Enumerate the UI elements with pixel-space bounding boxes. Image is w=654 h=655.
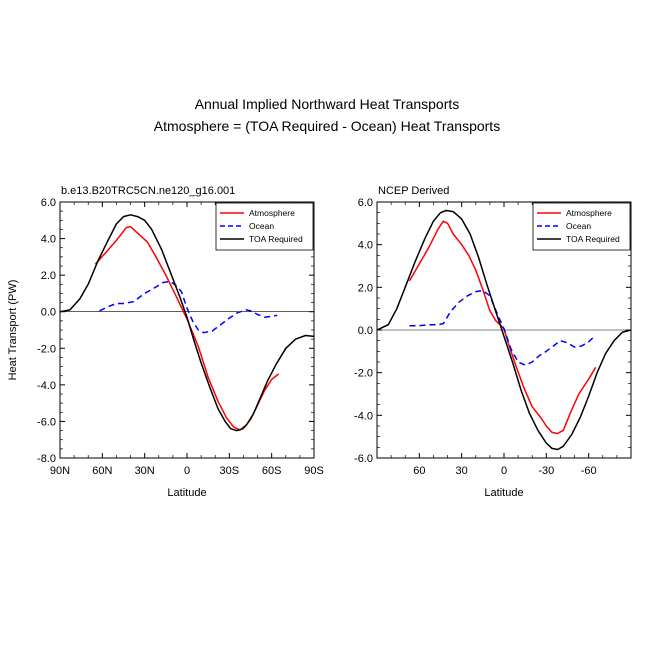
y-tick-label: 4.0 [358, 240, 373, 252]
legend-label: TOA Required [566, 234, 620, 244]
x-tick-label: 0 [501, 465, 507, 477]
x-tick-label: 60N [92, 465, 112, 477]
x-axis-label: Latitude [484, 487, 523, 499]
x-tick-label: 30 [456, 465, 468, 477]
y-axis-label: Heat Transport (PW) [7, 280, 19, 381]
y-tick-label: -6.0 [37, 416, 56, 428]
y-tick-label: -2.0 [37, 343, 56, 355]
y-tick-label: -2.0 [354, 368, 373, 380]
y-tick-label: 2.0 [358, 282, 373, 294]
x-axis-label: Latitude [167, 487, 206, 499]
x-tick-label: 60S [262, 465, 282, 477]
legend-label: Atmosphere [566, 208, 612, 218]
y-tick-label: -4.0 [37, 380, 56, 392]
y-tick-label: -4.0 [354, 410, 373, 422]
chart-subtitle: Atmosphere = (TOA Required - Ocean) Heat… [153, 118, 501, 134]
y-tick-label: 6.0 [41, 197, 56, 209]
x-tick-label: 30N [135, 465, 155, 477]
y-tick-label: 4.0 [41, 234, 56, 246]
x-tick-label: 90N [50, 465, 70, 477]
x-tick-label: 0 [184, 465, 190, 477]
legend-label: Ocean [566, 221, 591, 231]
legend-label: Atmosphere [249, 208, 295, 218]
chart-title: Annual Implied Northward Heat Transports [194, 96, 460, 112]
legend-label: TOA Required [249, 234, 303, 244]
series-line-ocean [409, 289, 597, 366]
x-tick-label: 90S [304, 465, 324, 477]
x-tick-label: 60 [413, 465, 425, 477]
y-tick-label: -6.0 [354, 453, 373, 465]
legend-label: Ocean [249, 221, 274, 231]
y-tick-label: 0.0 [41, 307, 56, 319]
x-tick-label: -30 [538, 465, 554, 477]
series-line-toa-required [376, 209, 632, 451]
series-line-toa-required [59, 214, 315, 432]
panel-title: NCEP Derived [378, 185, 449, 197]
y-tick-label: 6.0 [358, 197, 373, 209]
series-line-atmosphere [94, 225, 280, 431]
x-tick-label: 30S [220, 465, 240, 477]
panel-title: b.e13.B20TRC5CN.ne120_g16.001 [61, 185, 235, 197]
y-tick-label: -8.0 [37, 453, 56, 465]
series-line-ocean [99, 280, 278, 334]
y-tick-label: 0.0 [358, 325, 373, 337]
y-tick-label: 2.0 [41, 270, 56, 282]
x-tick-label: -60 [581, 465, 597, 477]
